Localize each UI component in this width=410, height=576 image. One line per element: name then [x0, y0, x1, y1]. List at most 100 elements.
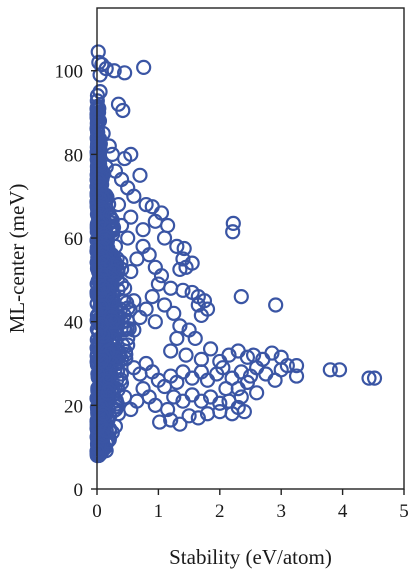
data-point: [202, 341, 219, 357]
data-point: [218, 381, 234, 397]
cluster-marker: [93, 299, 109, 315]
data-point: [144, 289, 160, 305]
cluster-marker: [97, 229, 113, 246]
cluster-marker: [94, 189, 110, 205]
data-point: [126, 188, 142, 204]
data-point: [169, 238, 185, 255]
data-point: [199, 406, 216, 422]
data-point: [175, 251, 191, 267]
data-point: [152, 414, 168, 430]
data-points: [90, 44, 383, 457]
data-point: [225, 224, 241, 240]
data-point: [249, 385, 265, 401]
data-point: [163, 343, 179, 359]
cluster-marker: [104, 314, 120, 330]
x-tick-label: 2: [215, 501, 225, 522]
data-point: [135, 381, 151, 397]
data-point: [181, 408, 197, 424]
data-point: [178, 259, 194, 275]
data-point: [176, 240, 192, 257]
data-point: [322, 362, 338, 378]
data-point: [156, 297, 173, 313]
data-point: [123, 209, 139, 225]
data-point: [147, 314, 163, 330]
data-point: [160, 217, 176, 234]
cluster-marker: [95, 298, 111, 314]
cluster-marker: [92, 156, 108, 172]
data-point: [163, 412, 179, 428]
data-point: [190, 410, 206, 426]
data-point: [147, 213, 163, 229]
cluster-marker: [109, 342, 125, 358]
data-point: [123, 146, 139, 162]
data-point: [212, 395, 228, 411]
data-point: [288, 358, 305, 374]
y-tick-label: 80: [64, 145, 83, 166]
data-point: [258, 366, 274, 382]
data-point: [117, 65, 133, 81]
cluster-marker: [93, 353, 109, 369]
data-point: [115, 102, 131, 119]
data-point: [193, 393, 209, 409]
data-point: [135, 222, 151, 238]
cluster-marker: [94, 240, 110, 256]
data-point: [366, 370, 383, 386]
y-tick-label: 20: [64, 396, 83, 417]
x-tick-label: 5: [399, 501, 409, 522]
cluster-marker: [91, 272, 107, 288]
y-axis-title: ML-center (meV): [5, 184, 29, 334]
data-point: [361, 370, 377, 386]
cluster-marker: [114, 276, 130, 292]
data-point: [233, 389, 249, 405]
cluster-marker: [110, 363, 126, 379]
data-point: [288, 368, 305, 384]
data-point: [264, 345, 280, 361]
x-tick-label: 3: [276, 501, 286, 522]
y-tick-label: 100: [55, 62, 84, 83]
dense-point-cluster: [89, 88, 138, 464]
y-tick-label: 40: [64, 313, 83, 334]
data-point: [172, 416, 188, 432]
cluster-marker: [101, 382, 117, 398]
axis-ticks: 0 1 2 3 4 5 0 20 40 60 80 100: [55, 62, 409, 522]
plot-frame: [96, 7, 405, 490]
data-point: [230, 381, 246, 397]
data-point: [156, 230, 173, 246]
data-point: [150, 276, 166, 292]
data-point: [239, 374, 256, 390]
data-point: [184, 370, 200, 386]
data-point: [104, 146, 120, 162]
x-tick-label: 4: [338, 501, 348, 522]
data-point: [120, 230, 136, 246]
cluster-marker: [102, 208, 118, 224]
cluster-marker: [91, 324, 107, 341]
cluster-marker: [106, 263, 122, 280]
data-point: [98, 61, 114, 77]
cluster-marker: [93, 316, 110, 333]
x-tick-label: 1: [154, 501, 164, 522]
data-point: [132, 167, 148, 183]
data-point: [166, 389, 182, 405]
cluster-marker: [122, 302, 138, 318]
y-tick-label: 0: [74, 480, 84, 501]
cluster-marker: [91, 446, 107, 462]
x-axis-title: Stability (eV/atom): [169, 545, 332, 569]
data-point: [136, 59, 152, 75]
data-point: [163, 280, 179, 296]
x-tick-label: 0: [92, 501, 102, 522]
data-point: [169, 330, 185, 347]
data-point: [193, 307, 209, 324]
y-tick-label: 60: [64, 229, 83, 250]
data-point: [331, 362, 348, 378]
data-point: [106, 63, 122, 79]
data-point: [268, 297, 284, 313]
data-point: [166, 305, 182, 321]
data-point: [212, 404, 228, 420]
data-point: [129, 251, 145, 267]
data-point: [178, 347, 194, 363]
data-point: [141, 247, 157, 263]
data-point: [138, 301, 154, 317]
data-point: [94, 56, 110, 73]
data-point: [126, 360, 142, 376]
